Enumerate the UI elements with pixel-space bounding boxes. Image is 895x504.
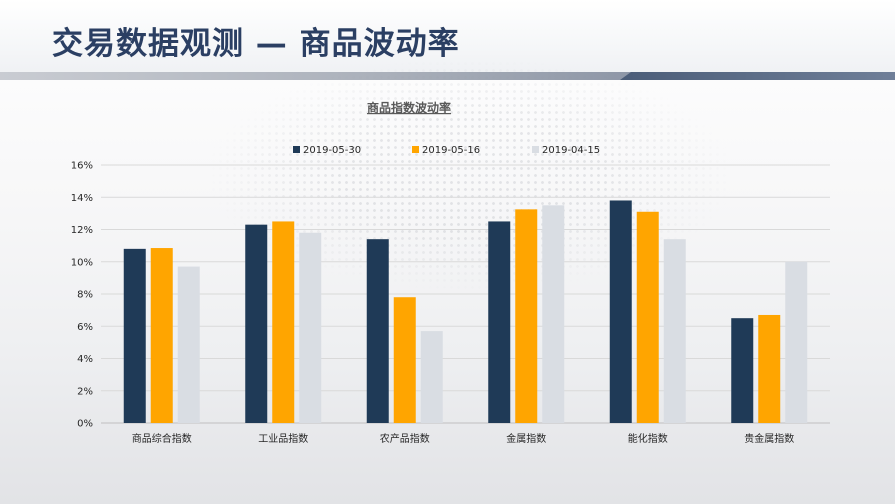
y-tick-label: 16% bbox=[71, 161, 93, 172]
x-tick-label: 农产品指数 bbox=[380, 432, 430, 445]
chart-title: 商品指数波动率 bbox=[367, 100, 451, 115]
y-tick-label: 6% bbox=[77, 322, 93, 333]
legend-label: 2019-05-30 bbox=[303, 145, 361, 156]
bar bbox=[542, 205, 565, 423]
y-tick-label: 2% bbox=[77, 386, 93, 397]
bar bbox=[299, 232, 322, 423]
bar bbox=[488, 221, 511, 423]
bar bbox=[366, 239, 389, 423]
chart-gridlines bbox=[101, 164, 830, 424]
y-tick-label: 12% bbox=[71, 225, 93, 236]
x-tick-label: 商品综合指数 bbox=[132, 432, 192, 445]
legend-label: 2019-04-15 bbox=[542, 145, 600, 156]
bar bbox=[609, 200, 632, 423]
bar bbox=[785, 261, 808, 423]
x-tick-label: 工业品指数 bbox=[258, 432, 308, 445]
chart-bars bbox=[123, 200, 808, 423]
bar bbox=[150, 248, 173, 423]
y-tick-label: 0% bbox=[77, 419, 93, 430]
y-tick-label: 10% bbox=[71, 257, 93, 268]
y-tick-label: 8% bbox=[77, 290, 93, 301]
header-accent-line bbox=[0, 72, 640, 80]
bar bbox=[636, 211, 659, 423]
legend-swatch bbox=[293, 146, 300, 153]
y-tick-label: 14% bbox=[71, 193, 93, 204]
legend-swatch bbox=[412, 146, 419, 153]
page-title: 交易数据观测 — 商品波动率 bbox=[52, 26, 460, 62]
x-tick-label: 能化指数 bbox=[628, 432, 668, 445]
bar bbox=[758, 314, 781, 423]
y-axis-ticks: 0% 2% 4% 6% 8% 10% 12% 14% 16% bbox=[71, 161, 93, 430]
header-accent-line-dark bbox=[620, 72, 895, 80]
bar bbox=[731, 318, 754, 423]
bar bbox=[393, 297, 416, 423]
legend-label: 2019-05-16 bbox=[422, 145, 480, 156]
bar bbox=[515, 209, 538, 423]
x-axis-ticks: 商品综合指数 工业品指数 农产品指数 金属指数 能化指数 贵金属指数 bbox=[132, 432, 795, 445]
bar bbox=[245, 224, 268, 423]
header-band bbox=[0, 0, 895, 80]
y-tick-label: 4% bbox=[77, 354, 93, 365]
x-tick-label: 金属指数 bbox=[506, 432, 546, 445]
bar bbox=[272, 221, 295, 423]
x-tick-label: 贵金属指数 bbox=[744, 432, 794, 445]
bar bbox=[663, 239, 686, 423]
bar bbox=[123, 248, 146, 423]
chart-legend: 2019-05-30 2019-05-16 2019-04-15 bbox=[293, 145, 600, 156]
legend-swatch bbox=[532, 146, 539, 153]
bar bbox=[420, 331, 443, 423]
bar bbox=[177, 266, 200, 423]
